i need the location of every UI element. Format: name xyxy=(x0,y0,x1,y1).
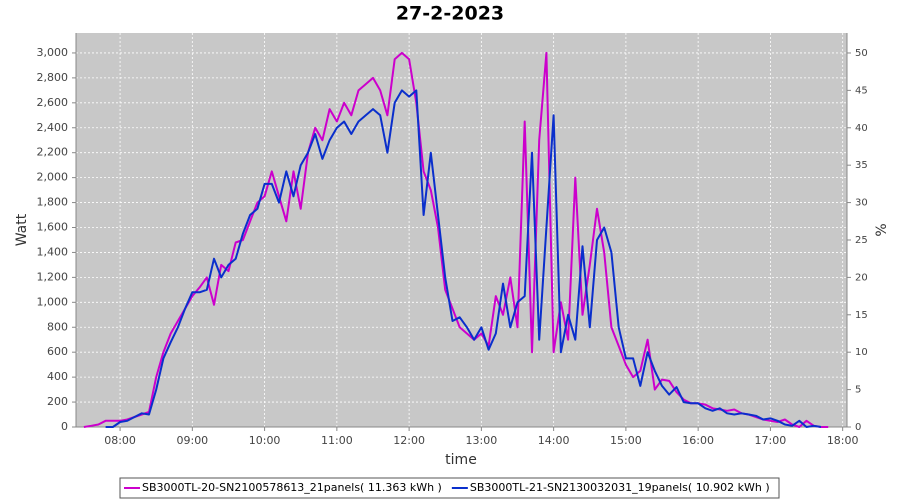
x-tick-label: 09:00 xyxy=(176,434,208,447)
y2-axis-label: % xyxy=(874,223,890,236)
series-line xyxy=(105,89,822,428)
y2-tick-label: 25 xyxy=(855,235,868,246)
x-tick-label: 12:00 xyxy=(393,434,425,447)
legend xyxy=(119,477,780,499)
x-tick-label: 15:00 xyxy=(610,434,642,447)
y2-tick-label: 30 xyxy=(855,198,868,209)
x-tick-label: 17:00 xyxy=(755,434,787,447)
y-tick-label: 2,600 xyxy=(37,96,69,109)
x-tick-label: 16:00 xyxy=(682,434,714,447)
y-tick-label: 3,000 xyxy=(37,46,69,59)
y-tick-label: 1,000 xyxy=(37,295,69,308)
y-tick-label: 200 xyxy=(47,395,68,408)
y-tick-label: 800 xyxy=(47,320,68,333)
y2-tick-label: 0 xyxy=(855,422,861,433)
y2-tick-label: 20 xyxy=(855,272,868,283)
x-tick-label: 10:00 xyxy=(249,434,281,447)
legend-label: SB3000TL-21-SN2130032031_19panels( 10.90… xyxy=(470,481,770,494)
y-tick-label: 1,400 xyxy=(37,245,69,258)
y2-tick-label: 50 xyxy=(855,48,868,59)
y-tick-label: 1,800 xyxy=(37,196,69,209)
y2-tick-label: 40 xyxy=(855,123,868,134)
legend-label: SB3000TL-20-SN2100578613_21panels( 11.36… xyxy=(142,481,442,494)
x-tick-label: 14:00 xyxy=(538,434,570,447)
y-tick-label: 1,200 xyxy=(37,270,69,283)
y2-tick-label: 15 xyxy=(855,310,868,321)
plot-area xyxy=(76,33,847,427)
y2-tick-label: 45 xyxy=(855,85,868,96)
y2-tick-label: 5 xyxy=(855,385,861,396)
x-axis-label: time xyxy=(445,452,477,468)
x-tick-label: 11:00 xyxy=(321,434,353,447)
x-tick-label: 18:00 xyxy=(827,434,859,447)
y-tick-label: 600 xyxy=(47,345,68,358)
y-tick-label: 0 xyxy=(61,420,68,433)
y2-tick-label: 10 xyxy=(855,347,868,358)
chart-title: 27-2-2023 xyxy=(396,3,504,25)
y-tick-label: 400 xyxy=(47,370,68,383)
y-tick-label: 2,200 xyxy=(37,146,69,159)
y-tick-label: 2,400 xyxy=(37,121,69,134)
y-axis-label: Watt xyxy=(14,213,30,246)
y-tick-label: 2,800 xyxy=(37,71,69,84)
y-tick-label: 2,000 xyxy=(37,171,69,184)
x-tick-label: 13:00 xyxy=(466,434,498,447)
y2-tick-label: 35 xyxy=(855,160,868,171)
x-tick-label: 08:00 xyxy=(104,434,136,447)
y-tick-label: 1,600 xyxy=(37,221,69,234)
